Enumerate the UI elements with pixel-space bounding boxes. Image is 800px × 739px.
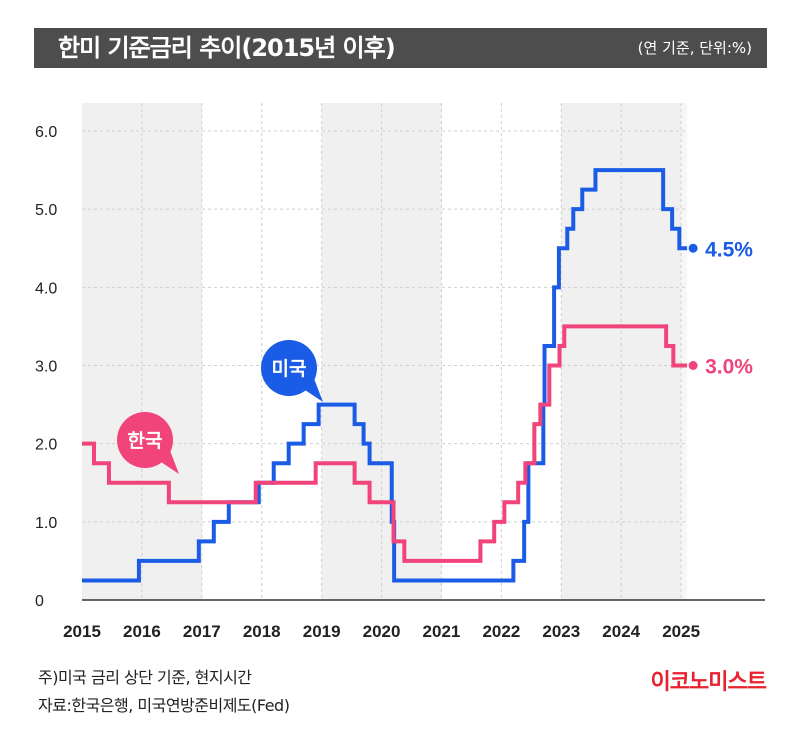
series-end-label: 3.0% <box>705 356 753 379</box>
us-legend-label: 미국 <box>272 358 307 380</box>
x-tick-label: 2023 <box>542 622 580 641</box>
unit-note: (연 기준, 단위:%) <box>637 39 752 57</box>
footnote: 주)미국 금리 상단 기준, 현지시간 <box>38 668 252 687</box>
x-tick-label: 2018 <box>243 622 281 641</box>
series-line-us <box>82 168 688 583</box>
y-tick-label: 1.0 <box>35 515 57 532</box>
y-tick-label: 2.0 <box>35 437 57 454</box>
y-tick-label: 4.0 <box>35 280 57 297</box>
korea-legend-label: 한국 <box>128 430 163 452</box>
x-tick-label: 2021 <box>423 622 461 641</box>
x-tick-label: 2015 <box>63 622 101 641</box>
series-end-point <box>688 243 698 253</box>
korea-bubble <box>117 412 173 468</box>
y-tick-label: 0 <box>35 593 44 610</box>
y-tick-label: 6.0 <box>35 124 57 141</box>
y-tick-label: 3.0 <box>35 359 57 376</box>
x-tick-label: 2020 <box>363 622 401 641</box>
x-tick-label: 2025 <box>662 622 700 641</box>
us-bubble-tail <box>299 376 323 402</box>
brand-logo: 이코노미스트 <box>650 670 767 695</box>
x-tick-label: 2022 <box>482 622 520 641</box>
x-tick-label: 2016 <box>123 622 161 641</box>
x-tick-label: 2017 <box>183 622 221 641</box>
source-note: 자료:한국은행, 미국연방준비제도(Fed) <box>38 696 290 715</box>
series-end-label: 4.5% <box>705 238 753 261</box>
shaded-band <box>681 103 688 600</box>
series-line-korea <box>82 324 688 563</box>
chart-title: 한미 기준금리 추이(2015년 이후) <box>58 34 396 62</box>
korea-bubble-tail <box>155 448 179 474</box>
us-bubble <box>261 340 317 396</box>
x-tick-label: 2024 <box>602 622 640 641</box>
title-bar <box>34 28 767 68</box>
y-tick-label: 5.0 <box>35 202 57 219</box>
x-tick-label: 2019 <box>303 622 341 641</box>
series-end-point <box>688 361 698 370</box>
